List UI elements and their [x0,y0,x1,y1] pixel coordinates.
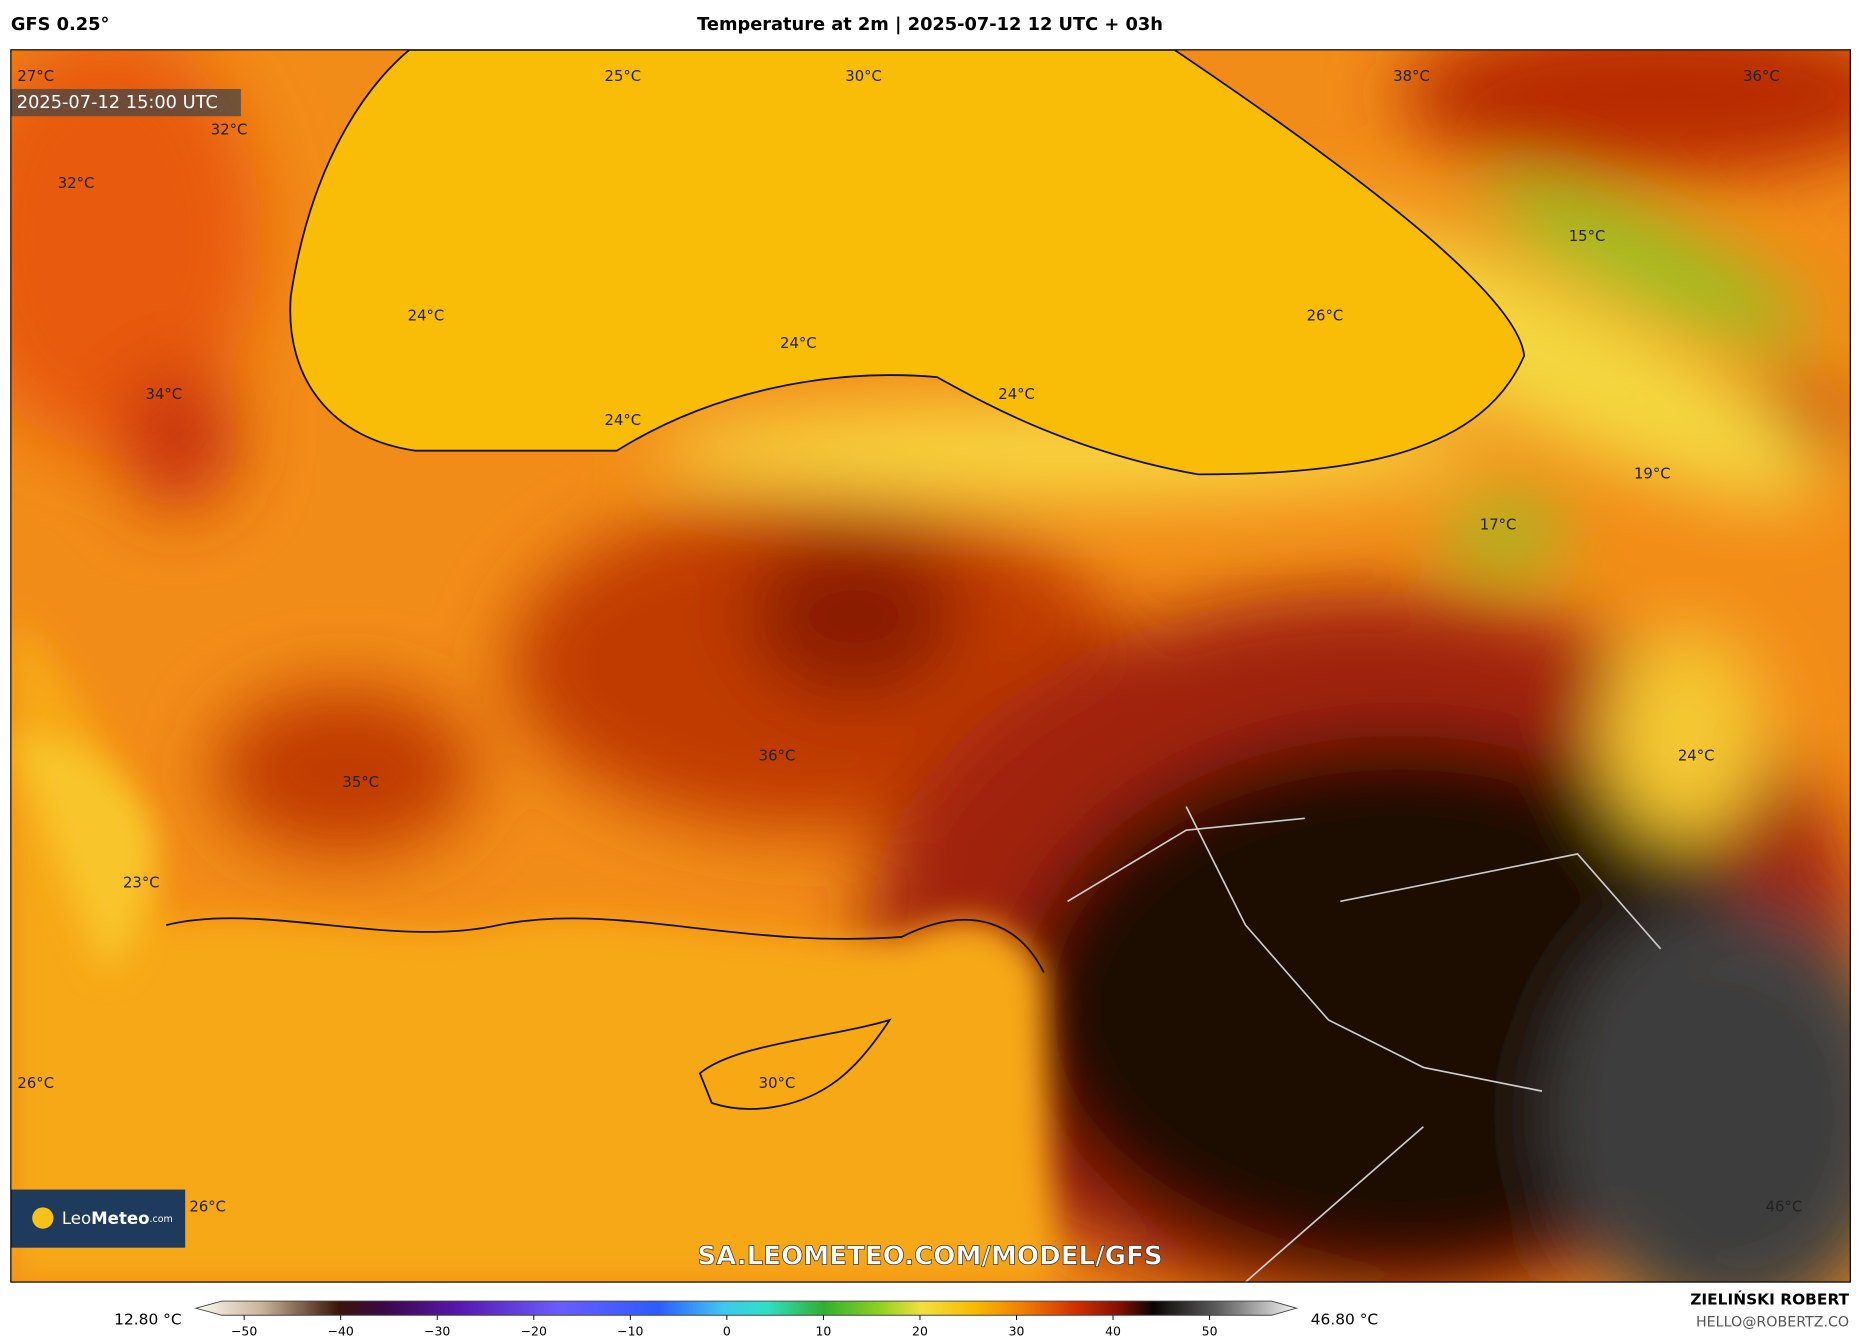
colorbar-tick-label: 30 [1009,1323,1025,1338]
temperature-label: 23°C [123,875,160,892]
temperature-label: 19°C [1634,465,1671,482]
temperature-label: 25°C [605,68,642,85]
sea [10,616,1056,1283]
temperature-label: 24°C [780,335,817,352]
temperature-label: 36°C [1743,68,1780,85]
colorbar-min: 12.80 °C [114,1311,181,1329]
colorbar: −50 −40 −30 −20 −10 0 10 20 30 40 50 [194,1300,1299,1338]
temperature-label: 26°C [1307,308,1344,325]
map-frame [10,49,1851,1283]
cyprus [698,1018,892,1110]
logo-suffix: .com [150,1214,173,1225]
colorbar-tick-label: −20 [521,1323,547,1338]
temperature-label: 26°C [189,1198,226,1215]
temperature-label: 27°C [17,68,54,85]
temperature-label: 24°C [408,308,445,325]
colorbar-tick-label: 10 [815,1323,831,1338]
temperature-label: 24°C [1678,748,1715,765]
temperature-label: 24°C [605,412,642,429]
colorbar-tick-label: 20 [912,1323,928,1338]
colorbar-bar [194,1300,1299,1316]
colorbar-tick-label: 50 [1202,1323,1218,1338]
temperature-label: 26°C [17,1075,54,1092]
map-title: Temperature at 2m | 2025-07-12 12 UTC + … [697,14,1163,35]
labels: 27°C 25°C 30°C 38°C 36°C 32°C 32°C 15°C 24°C 26°C… [17,68,1802,1215]
temperature-label: 32°C [211,121,248,138]
logo-name-bold: Meteo [91,1209,149,1228]
model-name: GFS 0.25° [11,14,110,35]
temperature-label: 17°C [1480,516,1517,533]
temperature-label: 30°C [759,1075,796,1092]
map: 2025-07-12 15:00 UTC 27°C 25°C 30°C 38°C 36°… [10,49,1851,1283]
email: HELLO@ROBERTZ.CO [1696,1314,1849,1330]
temperature-label: 36°C [759,748,796,765]
colorbar-tick-label: −10 [617,1323,643,1338]
logo: LeoMeteo.com [62,1209,173,1228]
borders [1067,806,1662,1283]
colorbar-tick-label: −40 [328,1323,354,1338]
watermark: SA.LEOMETEO.COM/MODEL/GFS [697,1242,1162,1272]
author: ZIELIŃSKI ROBERT [1690,1289,1849,1308]
temperature-label: 38°C [1393,68,1430,85]
colorbar-tick-label: −30 [424,1323,450,1338]
coastline [165,917,1045,973]
temperature-label: 15°C [1569,228,1606,245]
temperature-label: 24°C [998,386,1035,403]
colorbar-max: 46.80 °C [1311,1311,1378,1329]
colorbar-tick-label: 40 [1105,1323,1121,1338]
temperature-label: 46°C [1766,1198,1803,1215]
time-box [10,88,241,117]
temperature-label: 35°C [342,774,379,791]
colorbar-tick-label: −50 [231,1323,257,1338]
logo-sun [32,1207,54,1229]
temperature-label: 34°C [146,386,183,403]
valid-time: 2025-07-12 15:00 UTC [17,92,218,113]
colorbar-tick-label: 0 [723,1323,731,1338]
temperature-label: 32°C [58,175,95,192]
logo-name: Leo [62,1209,91,1228]
temperature-label: 30°C [845,68,882,85]
aegean [10,735,155,973]
